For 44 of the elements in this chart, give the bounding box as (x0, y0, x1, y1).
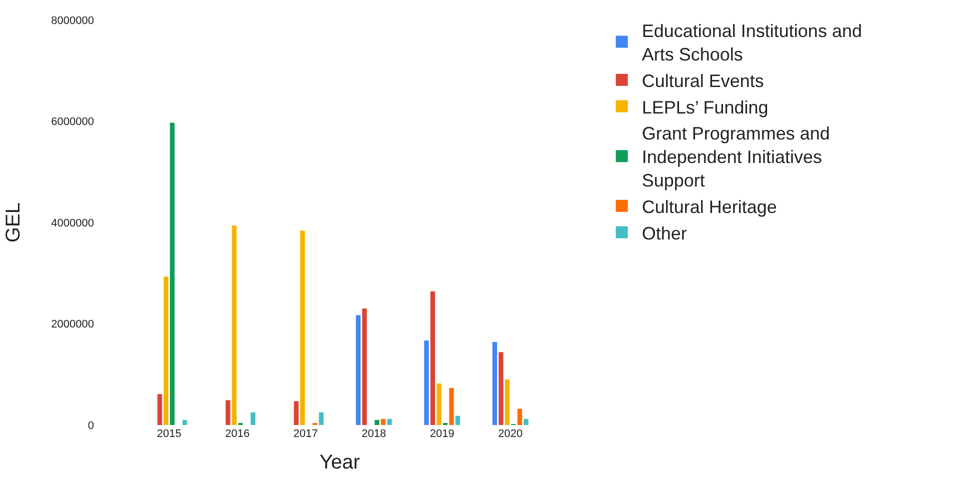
bar (182, 420, 188, 425)
legend-label: Cultural Events (642, 70, 764, 91)
bar (226, 400, 230, 425)
bar (164, 276, 168, 425)
bar (318, 412, 324, 425)
legend-label: Educational Institutions and Arts Schools (642, 21, 862, 65)
x-tick-label: 2019 (430, 428, 454, 440)
legend-label: Cultural Heritage (642, 196, 777, 217)
y-tick-label: 6000000 (51, 116, 94, 128)
x-axis-title: Year (320, 452, 360, 474)
bar (436, 383, 442, 425)
bar (294, 401, 299, 425)
bar (232, 226, 237, 425)
bar (492, 342, 498, 425)
bar (430, 291, 436, 425)
bar (498, 352, 504, 425)
bar (517, 408, 522, 425)
bar (449, 388, 454, 425)
y-tick-label: 4000000 (51, 217, 94, 230)
bar (157, 394, 162, 425)
legend-label: Grant Programmes and Independent Initiatives Support (642, 124, 830, 191)
bar (524, 418, 528, 425)
y-tick-label: 0 (88, 420, 94, 432)
x-tick-label: 2018 (362, 428, 386, 440)
bar (387, 418, 392, 425)
bar (455, 416, 460, 425)
bar (170, 122, 175, 425)
bar (380, 418, 386, 425)
y-tick-label: 2000000 (51, 318, 94, 331)
x-tick-label: 2016 (225, 428, 250, 440)
bar (424, 340, 429, 425)
x-tick-label: 2015 (156, 428, 182, 440)
bar (250, 412, 256, 425)
bar (504, 379, 510, 425)
bar (362, 308, 367, 425)
bar (300, 230, 305, 425)
x-tick-label: 2020 (498, 428, 523, 440)
y-axis-title: GEL (2, 202, 25, 243)
legend-label: Other (642, 223, 687, 244)
bar (374, 420, 380, 425)
legend-label: LEPLs’ Funding (642, 97, 768, 118)
x-tick-label: 2017 (293, 428, 318, 440)
y-tick-label: 8000000 (51, 14, 94, 27)
bar (356, 315, 361, 425)
